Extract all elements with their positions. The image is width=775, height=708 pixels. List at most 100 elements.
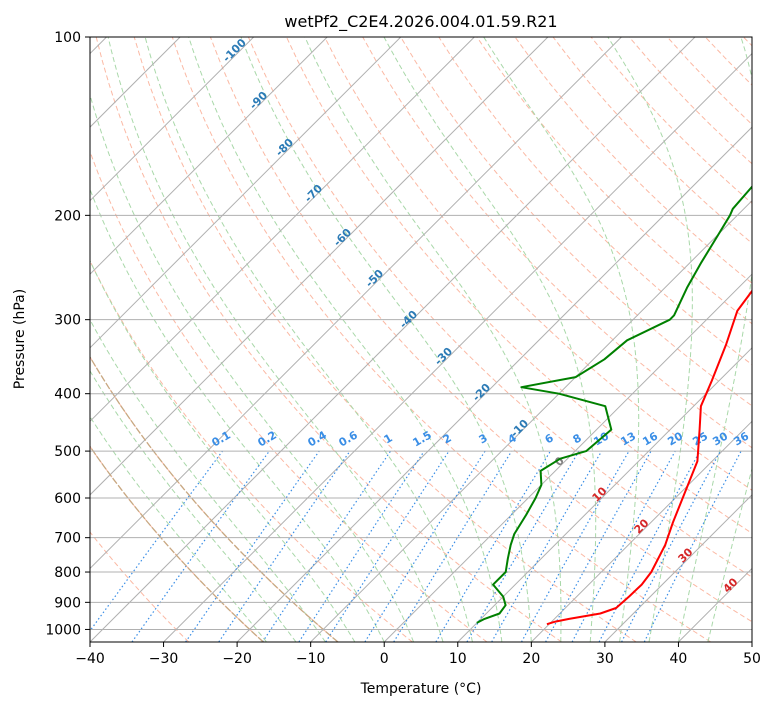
isotherm-label: -30	[432, 345, 455, 368]
dry-adiabat-line	[704, 37, 752, 86]
dry-adiabat-line	[133, 37, 637, 642]
mixing-ratio-line	[185, 450, 320, 642]
mixing-ratio-label: 2	[441, 431, 454, 446]
dry-adiabat-line	[209, 37, 752, 623]
y-axis-title: Pressure (hPa)	[12, 289, 28, 389]
x-tick-label: 0	[380, 651, 389, 667]
isotherm-line	[751, 641, 752, 642]
isotherm-label: -100	[220, 36, 249, 65]
isotherm-line	[604, 494, 752, 642]
isotherm-label: -70	[302, 182, 325, 205]
isotherm-line	[530, 420, 752, 642]
isotherm-line	[90, 37, 402, 349]
mixing-ratio-line	[325, 450, 450, 642]
chart-title: wetPf2_C2E4.2026.004.01.59.R21	[284, 12, 557, 32]
isotherm-line	[90, 37, 475, 423]
mixing-ratio-label: 0.6	[337, 428, 361, 449]
mixing-ratio-labels: 0.1 0.2 0.4 0.6 1 1.5 2 3 4 6 8 10 13 16 20 25 30 36	[210, 428, 752, 449]
isotherm-label: 10	[590, 484, 610, 504]
y-tick-label: 400	[54, 387, 81, 403]
isotherm-line	[90, 37, 328, 275]
dry-adiabat-line	[438, 37, 752, 366]
dry-adiabat-line	[552, 37, 752, 244]
isotherm-label: -50	[363, 267, 386, 290]
x-tick-label: −30	[149, 651, 179, 667]
isotherm-line	[90, 37, 696, 642]
mixing-ratio-line	[261, 450, 391, 642]
isotherm-label: -20	[470, 381, 493, 404]
isotherm-line	[236, 126, 752, 642]
background-lines	[90, 37, 752, 642]
mixing-ratio-label: 1.5	[411, 428, 434, 449]
moist-adiabat-line	[304, 37, 562, 642]
moist-adiabat-line	[188, 37, 503, 642]
dry-adiabat-line	[743, 37, 752, 47]
isotherm-line	[310, 199, 752, 642]
y-tick-label: 1000	[45, 622, 81, 638]
dry-adiabat-line	[171, 37, 712, 642]
mixing-ratio-line	[298, 450, 425, 642]
mixing-ratio-line	[218, 450, 351, 642]
moist-adiabat-line	[144, 37, 473, 642]
moist-adiabat-line	[90, 259, 356, 642]
dry-adiabat-line	[95, 37, 562, 642]
x-tick-label: 10	[449, 651, 467, 667]
moist-adiabat-line	[90, 188, 385, 642]
reference-curve	[90, 355, 339, 642]
dry-adiabat-line	[400, 37, 752, 407]
x-tick-label: 40	[670, 651, 688, 667]
mixing-ratio-label: 13	[618, 430, 638, 449]
dry-adiabat-line	[514, 37, 752, 284]
isotherm-line	[90, 37, 549, 496]
isotherm-label: -60	[331, 226, 354, 249]
y-tick-label: 900	[54, 595, 81, 611]
mixing-ratio-line	[643, 450, 742, 642]
mixing-ratio-line	[545, 450, 652, 642]
isotherm-label: -80	[273, 136, 296, 159]
dry-adiabat-line	[90, 356, 339, 642]
y-axis: 100 200 300 400 500 600 700 800 900 1000	[45, 30, 90, 638]
mixing-ratio-line	[131, 450, 270, 642]
moist-adiabat-line	[90, 415, 267, 642]
y-tick-label: 100	[54, 30, 81, 46]
y-tick-label: 200	[54, 208, 81, 224]
temperature-profile-line	[546, 289, 752, 626]
dry-adiabat-line	[628, 37, 752, 165]
isotherm-line	[457, 347, 752, 642]
mixing-ratio-line	[571, 450, 676, 642]
isotherm-line	[90, 37, 622, 570]
mixing-ratio-line	[466, 450, 580, 642]
y-tick-label: 300	[54, 313, 81, 329]
x-tick-label: 50	[743, 651, 761, 667]
dry-adiabat-line	[90, 150, 488, 642]
mixing-ratio-label: 36	[731, 429, 751, 448]
dry-adiabat-line	[90, 259, 413, 642]
moist-adiabat-line	[107, 37, 444, 642]
x-tick-label: −20	[222, 651, 252, 667]
mixing-ratio-line	[393, 450, 513, 642]
dry-adiabat-line	[90, 531, 190, 642]
mixing-ratio-line	[90, 450, 223, 632]
mixing-ratio-label: 0.1	[210, 428, 233, 449]
isotherm-label: -40	[397, 308, 420, 331]
plot-frame	[89, 36, 753, 643]
mixing-ratio-label: 0.4	[306, 428, 330, 449]
isotherm-label: 30	[676, 545, 696, 565]
moist-adiabat-line	[383, 37, 597, 642]
x-tick-label: 30	[596, 651, 614, 667]
moist-adiabat-line	[240, 37, 532, 642]
y-tick-label: 700	[54, 531, 81, 547]
dewpoint-profile-line	[476, 185, 752, 624]
mixing-ratio-label: 16	[640, 429, 660, 448]
x-axis: −40 −30 −20 −10 0 10 20 30 40 50	[75, 642, 761, 667]
profile-lines	[476, 185, 752, 626]
moist-adiabat-line	[90, 318, 326, 642]
isotherm-label: 20	[632, 516, 652, 536]
mixing-ratio-label: 1	[382, 431, 395, 446]
x-tick-label: 20	[522, 651, 540, 667]
pressure-grid	[90, 37, 752, 630]
y-tick-label: 600	[54, 491, 81, 507]
reference-curve	[90, 445, 264, 642]
